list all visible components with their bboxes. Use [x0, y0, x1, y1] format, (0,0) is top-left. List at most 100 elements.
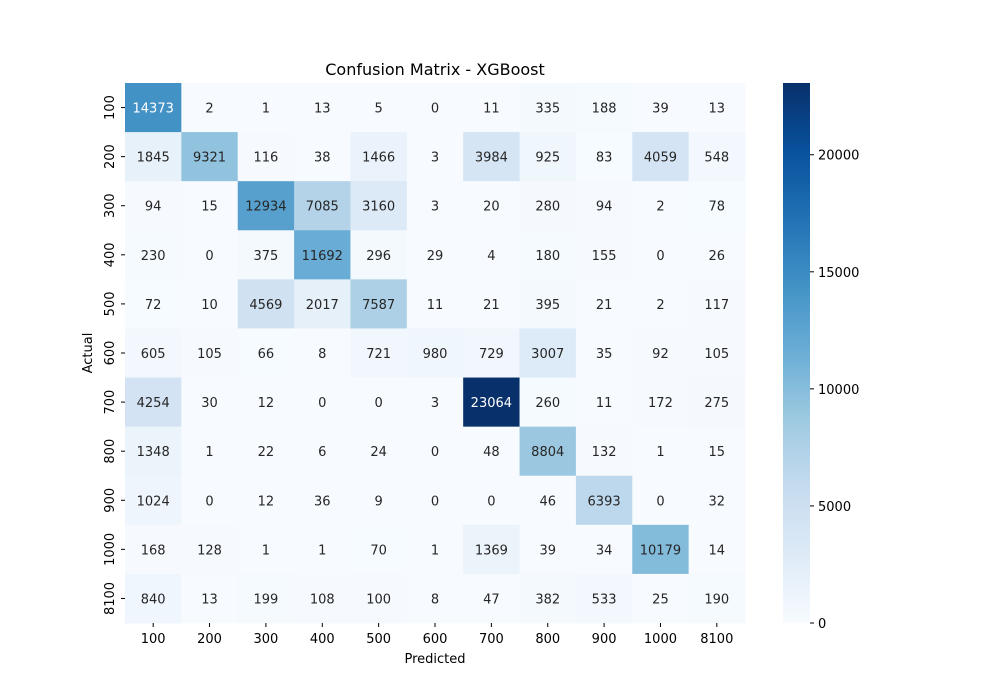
- cell-value-label: 260: [535, 396, 560, 411]
- heatmap-cell: [181, 181, 239, 231]
- cell-value-label: 15: [201, 200, 218, 215]
- cell-value-label: 8: [431, 592, 439, 607]
- heatmap-cell: [688, 132, 746, 182]
- cell-value-label: 9321: [193, 151, 226, 166]
- heatmap-cell: [294, 377, 351, 428]
- heatmap-cell: [181, 573, 239, 624]
- heatmap-cell: [519, 573, 577, 624]
- cell-value-label: 15: [709, 445, 726, 460]
- cell-value-label: 100: [366, 592, 391, 607]
- heatmap-cell: [237, 573, 295, 624]
- cell-value-label: 375: [253, 249, 278, 264]
- cell-value-label: 92: [652, 347, 669, 362]
- cell-value-label: 0: [656, 494, 664, 509]
- cell-value-label: 1466: [362, 151, 395, 166]
- heatmap-cell: [294, 132, 351, 182]
- y-tick-label: 900: [103, 488, 118, 513]
- cell-value-label: 5: [374, 102, 382, 117]
- cell-value-label: 39: [539, 543, 556, 558]
- colorbar: [783, 83, 810, 623]
- heatmap-cell: [406, 573, 464, 624]
- heatmap-cell: [519, 132, 577, 182]
- heatmap-cell: [350, 573, 408, 624]
- heatmap-cell: [350, 328, 408, 379]
- cell-value-label: 2: [656, 200, 664, 215]
- cell-value-label: 72: [145, 298, 162, 313]
- heatmap-cell: [688, 377, 746, 428]
- heatmap-cell: [181, 132, 239, 182]
- x-axis-ticks: 100 200 300 400 500 600 700 800 900 1000 8100: [141, 623, 733, 647]
- y-tick-label: 600: [103, 341, 118, 366]
- cell-value-label: 395: [535, 298, 560, 313]
- heatmap-cell: [688, 328, 746, 379]
- heatmap-cell: [181, 426, 239, 477]
- heatmap-cell: [575, 573, 633, 624]
- cell-value-label: 6: [318, 445, 326, 460]
- heatmap-cell: [463, 181, 521, 231]
- x-tick-label: 700: [479, 632, 504, 647]
- y-tick-label: 1000: [103, 533, 118, 566]
- x-tick-label: 200: [197, 632, 222, 647]
- heatmap-cell: [237, 524, 295, 575]
- colorbar-tick-label: 15000: [818, 266, 859, 281]
- heatmap-cell: [181, 377, 239, 428]
- heatmap-cell: [125, 83, 182, 133]
- cell-value-label: 0: [656, 249, 664, 264]
- heatmap-cell: [125, 132, 182, 182]
- colorbar-tick-label: 5000: [818, 500, 851, 515]
- heatmap-cell: [632, 524, 690, 575]
- cell-value-label: 48: [483, 445, 500, 460]
- cell-value-label: 117: [704, 298, 729, 313]
- heatmap-cell: [632, 230, 690, 280]
- heatmap-cell: [463, 83, 521, 133]
- cell-value-label: 1: [431, 543, 439, 558]
- cell-value-label: 34: [596, 543, 613, 558]
- heatmap-cell: [237, 426, 295, 477]
- y-tick-label: 700: [103, 390, 118, 415]
- cell-value-label: 7587: [362, 298, 395, 313]
- cell-value-label: 94: [596, 200, 613, 215]
- heatmap-cell: [688, 426, 746, 477]
- cell-value-label: 11: [596, 396, 613, 411]
- cell-value-label: 11692: [302, 249, 343, 264]
- x-tick-label: 400: [310, 632, 335, 647]
- heatmap-cell: [632, 426, 690, 477]
- heatmap-cell: [688, 524, 746, 575]
- cell-value-label: 1: [262, 102, 270, 117]
- cell-value-label: 155: [592, 249, 617, 264]
- cell-value-label: 3007: [531, 347, 564, 362]
- cell-value-label: 94: [145, 200, 162, 215]
- heatmap-cell: [237, 132, 295, 182]
- heatmap-cell: [181, 475, 239, 526]
- heatmap-cell: [463, 328, 521, 379]
- cell-value-label: 1369: [475, 543, 508, 558]
- cell-value-label: 1: [262, 543, 270, 558]
- cell-value-label: 6393: [588, 494, 621, 509]
- cell-value-label: 2017: [306, 298, 339, 313]
- cell-value-label: 14: [709, 543, 726, 558]
- heatmap-cell: [632, 475, 690, 526]
- colorbar-tick-label: 10000: [818, 383, 859, 398]
- heatmap-cell: [632, 181, 690, 231]
- cell-value-label: 0: [374, 396, 382, 411]
- x-tick-label: 100: [141, 632, 166, 647]
- cell-value-label: 1845: [137, 151, 170, 166]
- heatmap-cell: [125, 573, 182, 624]
- heatmap-cell: [575, 230, 633, 280]
- x-axis-label: Predicted: [404, 652, 465, 667]
- cell-value-label: 0: [205, 249, 213, 264]
- colorbar-tick-label: 20000: [818, 149, 859, 164]
- cell-value-label: 180: [535, 249, 560, 264]
- heatmap-cell: [519, 83, 577, 133]
- cell-value-label: 132: [592, 445, 617, 460]
- cell-value-label: 29: [427, 249, 444, 264]
- heatmap-cell: [350, 426, 408, 477]
- heatmap-cell: [463, 475, 521, 526]
- cell-value-label: 199: [253, 592, 278, 607]
- cell-value-label: 4569: [249, 298, 282, 313]
- chart-title: Confusion Matrix - XGBoost: [325, 60, 545, 79]
- cell-value-label: 105: [704, 347, 729, 362]
- cell-value-label: 4: [487, 249, 495, 264]
